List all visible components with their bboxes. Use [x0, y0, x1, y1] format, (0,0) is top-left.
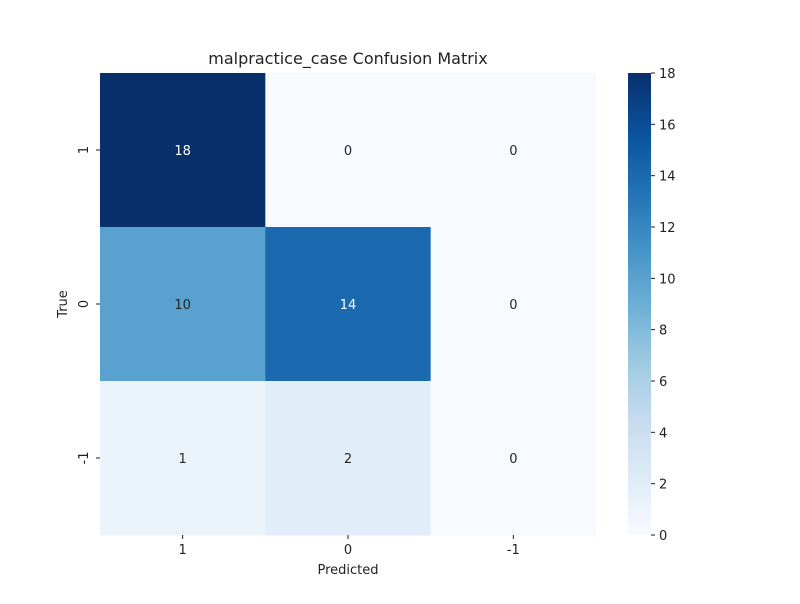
colorbar-tick-label: 6: [659, 375, 667, 390]
heatmap-cells: 18 0 0 10 14 0 1 2 0: [100, 73, 597, 536]
cell-value-label: 0: [509, 452, 517, 467]
colorbar-ticks: 0 2 4 6 8 10 12 14 16 18: [651, 67, 676, 544]
cell-value-label: 14: [340, 298, 357, 313]
x-tick-label: 0: [344, 543, 352, 558]
cell-value-label: 1: [179, 452, 187, 467]
colorbar-tick-label: 4: [659, 426, 667, 441]
colorbar-tick-label: 12: [659, 221, 676, 236]
cell-value-label: 10: [174, 298, 191, 313]
cell-value-label: 0: [509, 144, 517, 159]
colorbar: [628, 73, 651, 535]
colorbar-tick-label: 18: [659, 67, 676, 82]
colorbar-tick-label: 16: [659, 118, 676, 133]
colorbar-tick-label: 0: [659, 529, 667, 544]
y-axis-label: True: [56, 290, 71, 319]
heatmap-cell: [100, 381, 266, 536]
heatmap-cell: [265, 381, 432, 536]
heatmap-cell: [100, 227, 266, 382]
x-tick-label: 1: [179, 543, 187, 558]
cell-value-label: 0: [509, 298, 517, 313]
colorbar-tick-label: 8: [659, 324, 667, 339]
heatmap-cell: [430, 73, 597, 228]
y-axis-ticks: 1 0 -1: [77, 146, 100, 465]
cell-value-label: 0: [344, 144, 352, 159]
y-tick-label: -1: [77, 452, 92, 465]
x-axis-label: Predicted: [317, 563, 378, 578]
x-axis-ticks: 1 0 -1: [179, 535, 520, 558]
cell-value-label: 18: [174, 144, 191, 159]
heatmap-cell: [430, 227, 597, 382]
colorbar-tick-label: 10: [659, 272, 676, 287]
colorbar-tick-label: 14: [659, 170, 676, 185]
x-tick-label: -1: [507, 543, 520, 558]
heatmap-cell: [100, 73, 266, 228]
y-tick-label: 1: [77, 146, 92, 154]
heatmap-cell: [265, 73, 432, 228]
heatmap-cell: [430, 381, 597, 536]
y-tick-label: 0: [77, 300, 92, 308]
colorbar-tick-label: 2: [659, 478, 667, 493]
chart-title: malpractice_case Confusion Matrix: [208, 49, 487, 69]
cell-value-label: 2: [344, 452, 352, 467]
heatmap-cell: [265, 227, 432, 382]
